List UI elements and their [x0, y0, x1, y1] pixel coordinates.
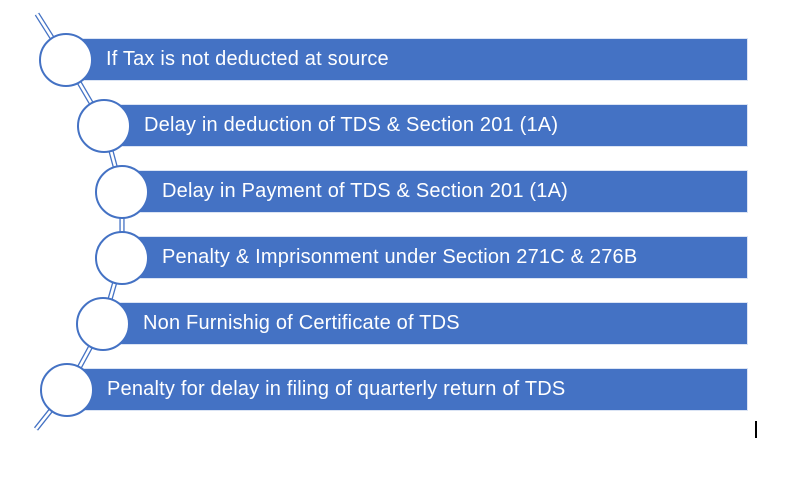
- process-bar-3[interactable]: Delay in Payment of TDS & Section 201 (1…: [122, 170, 748, 213]
- process-node-circle-4[interactable]: [95, 230, 149, 285]
- process-bar-4-label: Penalty & Imprisonment under Section 271…: [162, 246, 638, 268]
- process-node-circle-6[interactable]: [40, 362, 94, 417]
- process-bar-4[interactable]: Penalty & Imprisonment under Section 271…: [122, 236, 748, 279]
- process-bar-6[interactable]: Penalty for delay in filing of quarterly…: [67, 368, 748, 411]
- process-bar-1-label: If Tax is not deducted at source: [106, 48, 389, 70]
- process-bar-3-label: Delay in Payment of TDS & Section 201 (1…: [162, 180, 568, 202]
- process-bar-5-label: Non Furnishig of Certificate of TDS: [143, 312, 460, 334]
- process-bar-1[interactable]: If Tax is not deducted at source: [66, 38, 748, 81]
- process-node-circle-2[interactable]: [77, 98, 131, 153]
- process-node-circle-1[interactable]: [39, 32, 93, 87]
- process-bar-2-label: Delay in deduction of TDS & Section 201 …: [144, 114, 559, 136]
- process-bar-6-label: Penalty for delay in filing of quarterly…: [107, 378, 566, 400]
- process-node-circle-3[interactable]: [95, 164, 149, 219]
- process-bar-2[interactable]: Delay in deduction of TDS & Section 201 …: [104, 104, 748, 147]
- process-node-circle-5[interactable]: [76, 296, 130, 351]
- text-cursor: [755, 421, 757, 438]
- process-bar-5[interactable]: Non Furnishig of Certificate of TDS: [103, 302, 748, 345]
